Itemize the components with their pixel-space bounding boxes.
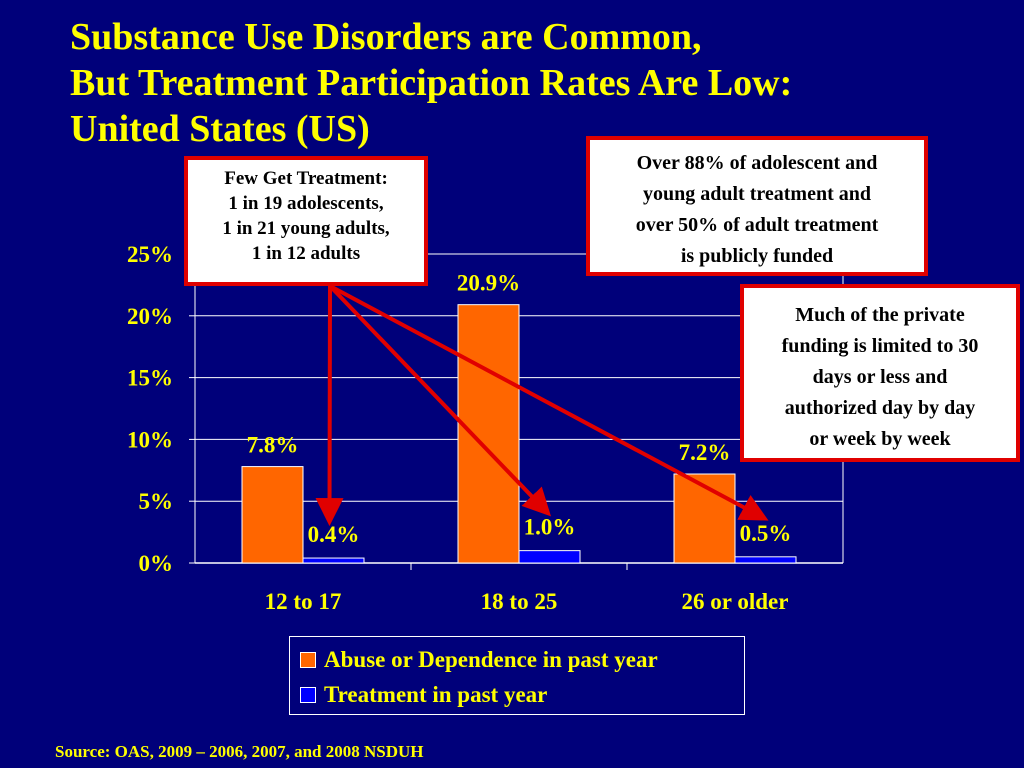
bar: [302, 557, 365, 564]
title-line-2: But Treatment Participation Rates Are Lo…: [70, 62, 793, 104]
slide-title: Substance Use Disorders are Common, But …: [70, 14, 1010, 152]
source-note: Source: OAS, 2009 – 2006, 2007, and 2008…: [55, 742, 424, 761]
bar: [734, 556, 797, 564]
callout-arrow: [328, 284, 552, 517]
callout-line: Few Get Treatment:: [224, 168, 388, 189]
chart-legend: Abuse or Dependence in past year Treatme…: [289, 636, 745, 715]
callout-line: Much of the private: [795, 304, 965, 326]
x-tick-label: 26 or older: [682, 589, 789, 614]
callout-line: Over 88% of adolescent and: [636, 152, 878, 174]
callout-private-funding: Much of the private funding is limited t…: [740, 284, 1020, 462]
y-tick-label: 5%: [139, 489, 174, 514]
callout-arrow: [329, 284, 769, 521]
data-label: 7.8%: [247, 433, 299, 458]
data-label: 20.9%: [457, 271, 520, 296]
data-label: 0.4%: [308, 522, 360, 547]
bar: [673, 473, 736, 564]
legend-swatch-blue: [300, 687, 316, 703]
data-label: 7.2%: [679, 440, 731, 465]
bar: [457, 304, 520, 564]
callout-line: young adult treatment and: [643, 183, 871, 205]
data-label: 0.5%: [740, 521, 792, 546]
legend-label: Treatment in past year: [324, 682, 548, 707]
bar: [518, 550, 581, 564]
callout-line: or week by week: [809, 428, 951, 450]
legend-item-treatment: Treatment in past year: [300, 682, 547, 708]
callout-arrow: [315, 285, 344, 527]
legend-item-abuse: Abuse or Dependence in past year: [300, 647, 658, 673]
callout-line: 1 in 21 young adults,: [222, 218, 390, 239]
y-tick-label: 15%: [127, 366, 173, 391]
y-tick-label: 0%: [139, 551, 174, 576]
title-line-1: Substance Use Disorders are Common,: [70, 16, 702, 58]
x-tick-label: 12 to 17: [265, 589, 342, 614]
callout-few-get-treatment: Few Get Treatment: 1 in 19 adolescents, …: [184, 156, 428, 286]
callout-publicly-funded: Over 88% of adolescent and young adult t…: [586, 136, 928, 276]
y-tick-label: 25%: [127, 242, 173, 267]
bar: [241, 466, 304, 564]
callout-line: is publicly funded: [680, 245, 834, 267]
callout-line: over 50% of adult treatment: [635, 214, 879, 236]
callout-line: 1 in 19 adolescents,: [228, 193, 384, 214]
y-tick-label: 20%: [127, 304, 173, 329]
callout-line: authorized day by day: [784, 397, 976, 419]
legend-swatch-orange: [300, 652, 316, 668]
y-tick-label: 10%: [127, 427, 173, 452]
data-label: 1.0%: [524, 515, 576, 540]
callout-line: days or less and: [812, 366, 948, 388]
title-line-3: United States (US): [70, 108, 370, 150]
callout-line: 1 in 12 adults: [251, 243, 361, 264]
callout-line: funding is limited to 30: [781, 335, 979, 357]
legend-label: Abuse or Dependence in past year: [324, 647, 658, 672]
x-tick-label: 18 to 25: [481, 589, 558, 614]
